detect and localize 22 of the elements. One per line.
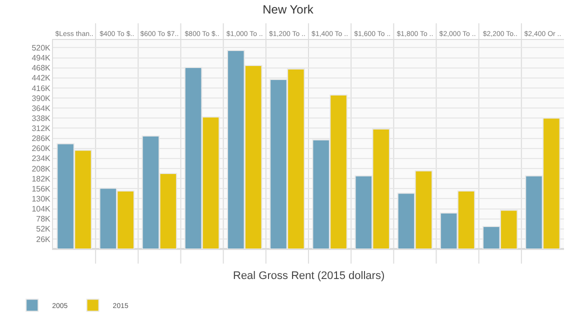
chart-title: New York xyxy=(262,2,314,16)
y-tick-label: 494K xyxy=(32,54,52,63)
y-tick-label: 182K xyxy=(32,174,52,184)
y-tick-label: 286K xyxy=(32,134,52,144)
y-tick-label: 52K xyxy=(36,224,52,234)
y-tick-label: 416K xyxy=(32,84,52,93)
y-tick-label: 234K xyxy=(32,154,52,164)
y-tick-label: 26K xyxy=(36,234,52,244)
y-tick-label: 156K xyxy=(32,184,52,194)
y-tick-label: 260K xyxy=(32,144,52,154)
y-tick-label: 130K xyxy=(32,194,52,204)
y-tick-label: 208K xyxy=(32,164,52,174)
y-tick-label: 78K xyxy=(36,214,52,224)
y-tick-label: 338K xyxy=(32,114,52,123)
y-tick-label: 312K xyxy=(32,124,52,134)
y-tick-label: 520K xyxy=(32,44,52,53)
y-tick-label: 364K xyxy=(32,104,52,113)
y-tick-label: 442K xyxy=(32,74,52,83)
x-axis-title: Real Gross Rent (2015 dollars) xyxy=(233,270,385,282)
y-tick-label: 104K xyxy=(32,204,52,214)
y-tick-label: 390K xyxy=(32,94,52,103)
y-tick-label: 468K xyxy=(32,64,52,73)
